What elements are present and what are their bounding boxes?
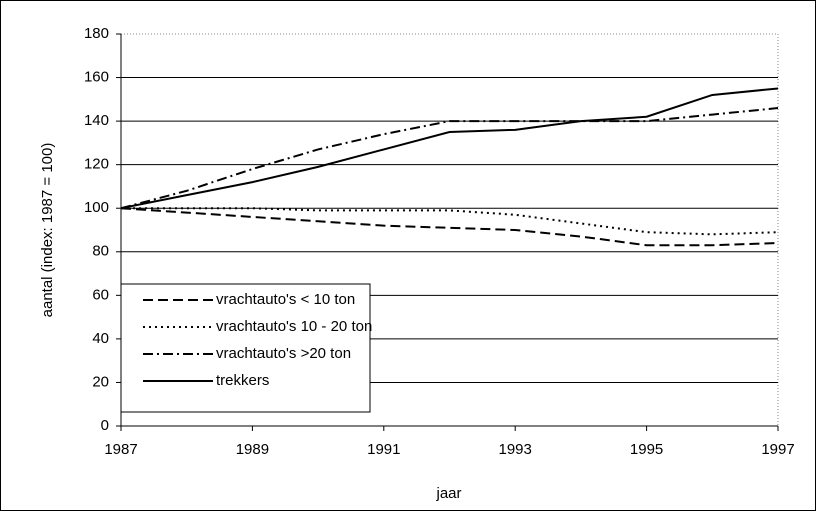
- series-line: [120, 207, 779, 247]
- legend-label: vrachtauto's 10 - 20 ton: [216, 318, 372, 335]
- y-tick-label: 140: [84, 112, 109, 129]
- x-axis-label: jaar: [435, 485, 461, 502]
- y-tick-label: 40: [92, 330, 109, 347]
- y-tick-label: 60: [92, 286, 109, 303]
- x-tick-label: 1993: [499, 441, 532, 458]
- x-tick-label: 1987: [104, 441, 137, 458]
- legend-box: [120, 283, 371, 413]
- x-tick-label: 1995: [630, 441, 663, 458]
- y-tick-label: 180: [84, 25, 109, 42]
- series-line: [120, 87, 779, 210]
- y-tick-label: 20: [92, 373, 109, 390]
- y-tick-label: 80: [92, 243, 109, 260]
- y-tick-label: 120: [84, 156, 109, 173]
- x-tick-label: 1989: [236, 441, 269, 458]
- legend-label: vrachtauto's < 10 ton: [216, 291, 355, 308]
- legend-label: vrachtauto's >20 ton: [216, 345, 351, 362]
- y-tick-label: 160: [84, 69, 109, 86]
- y-axis-label: aantal (index: 1987 = 100): [39, 143, 56, 318]
- series-line: [121, 207, 779, 236]
- x-tick-label: 1997: [761, 441, 794, 458]
- y-tick-label: 100: [84, 199, 109, 216]
- series-line: [120, 107, 779, 210]
- x-tick-label: 1991: [367, 441, 400, 458]
- y-tick-label: 0: [101, 417, 109, 434]
- legend-label: trekkers: [216, 372, 269, 389]
